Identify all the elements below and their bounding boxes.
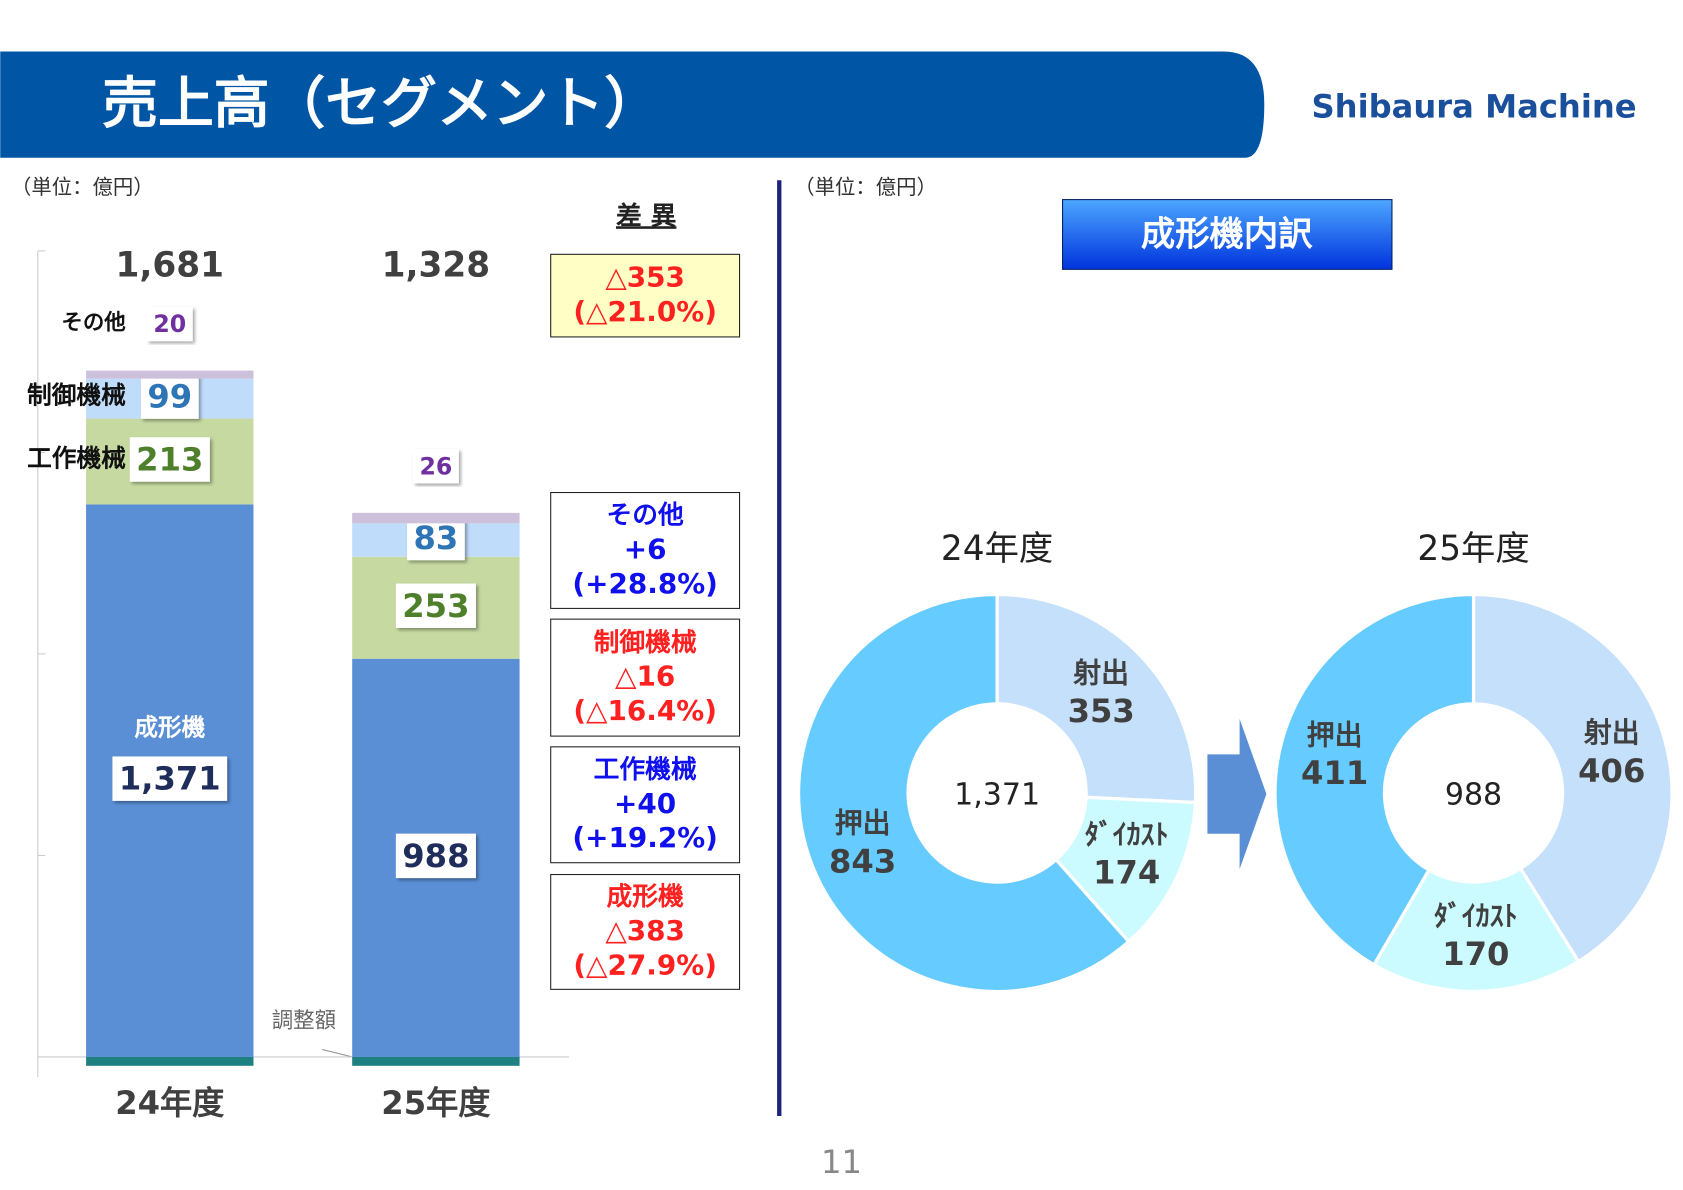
logo: Shibaura Machine: [1311, 87, 1636, 125]
series-name: 工作機械: [27, 443, 126, 472]
bar-segment: [352, 1056, 520, 1066]
bar-segment: [352, 512, 520, 524]
label-box: [413, 449, 459, 484]
breakdown-title: 成形機内訳: [1141, 215, 1313, 255]
unit-note: （単位：億円）: [11, 175, 154, 199]
segment-name: 押出: [1307, 718, 1363, 751]
diff-label: 工作機械: [594, 755, 697, 785]
segment-label: 253: [402, 587, 469, 625]
donut-segment: [995, 592, 1198, 805]
diff-label: 成形機: [607, 882, 684, 912]
series-name: 成形機: [134, 714, 205, 742]
page-number: 11: [821, 1143, 862, 1181]
diff-diff: +40: [614, 787, 676, 820]
label-box: [146, 306, 193, 342]
label-box: [395, 583, 476, 628]
unit-note: （単位：億円）: [794, 175, 937, 199]
diff-pct: (+28.8%): [572, 567, 718, 600]
label-box: [395, 833, 476, 879]
segment-value: 843: [829, 842, 896, 880]
adjust-label: 調整額: [272, 1009, 336, 1034]
segment-value: 411: [1301, 754, 1368, 792]
segment-label: 988: [402, 837, 469, 875]
segment-value: 406: [1578, 752, 1645, 790]
segment-label: 83: [413, 519, 458, 557]
diff-title: 差 異: [616, 200, 677, 231]
diff-diff: △353: [605, 260, 685, 293]
segment-name: ﾀﾞｲｶｽﾄ: [1085, 818, 1169, 851]
series-name: その他: [61, 310, 126, 335]
diff-pct: (△16.4%): [573, 694, 717, 727]
segment-value: 353: [1068, 692, 1135, 730]
diff-pct: (+19.2%): [572, 821, 718, 854]
donut-segment: [1273, 592, 1476, 967]
diff-pct: (△27.9%): [573, 948, 717, 981]
total-label: 1,328: [382, 246, 491, 286]
header-band: [0, 51, 1265, 158]
diff-box: [550, 746, 741, 864]
donut-title: 25年度: [1417, 529, 1529, 569]
donut-center: 1,371: [954, 778, 1040, 813]
segment-value: 170: [1442, 935, 1509, 973]
donut-title: 24年度: [941, 529, 1053, 569]
label-box: [112, 756, 228, 801]
bar-segment: [86, 370, 254, 379]
diff-pct: (△21.0%): [573, 295, 717, 328]
slide-title: 売上高（セグメント）: [102, 71, 660, 136]
label-box: [140, 374, 199, 419]
diff-box: [550, 253, 741, 338]
diff-diff: +6: [624, 532, 667, 565]
segment-name: 射出: [1583, 716, 1640, 749]
diff-box: [550, 618, 741, 737]
segment-name: ﾀﾞｲｶｽﾄ: [1434, 899, 1518, 932]
diff-box: [550, 873, 741, 990]
donut-segment: [1371, 866, 1581, 994]
donut-center: 988: [1445, 778, 1502, 813]
x-tick-label: 24年度: [115, 1084, 225, 1122]
segment-name: 射出: [1072, 656, 1129, 689]
series-name: 制御機械: [27, 380, 126, 409]
x-tick-label: 25年度: [381, 1084, 491, 1122]
segment-label: 26: [419, 452, 452, 480]
segment-value: 174: [1093, 853, 1160, 891]
segment-name: 押出: [835, 807, 891, 840]
segment-label: 1,371: [119, 760, 221, 798]
breakdown-box: [1062, 199, 1393, 270]
arrow: [1207, 718, 1267, 870]
segment-label: 99: [147, 378, 192, 416]
diff-diff: △16: [615, 660, 675, 693]
diff-box: [550, 491, 741, 609]
total-label: 1,681: [115, 246, 224, 286]
diff-label: その他: [607, 501, 684, 531]
diff-label: 制御機械: [594, 627, 697, 658]
label-box: [129, 437, 210, 482]
segment-label: 213: [136, 440, 203, 478]
bar-segment: [86, 1056, 254, 1066]
donut-segment: [796, 592, 1131, 994]
segment-label: 20: [153, 310, 186, 338]
leader: [322, 1048, 353, 1058]
diff-diff: △383: [605, 914, 685, 947]
